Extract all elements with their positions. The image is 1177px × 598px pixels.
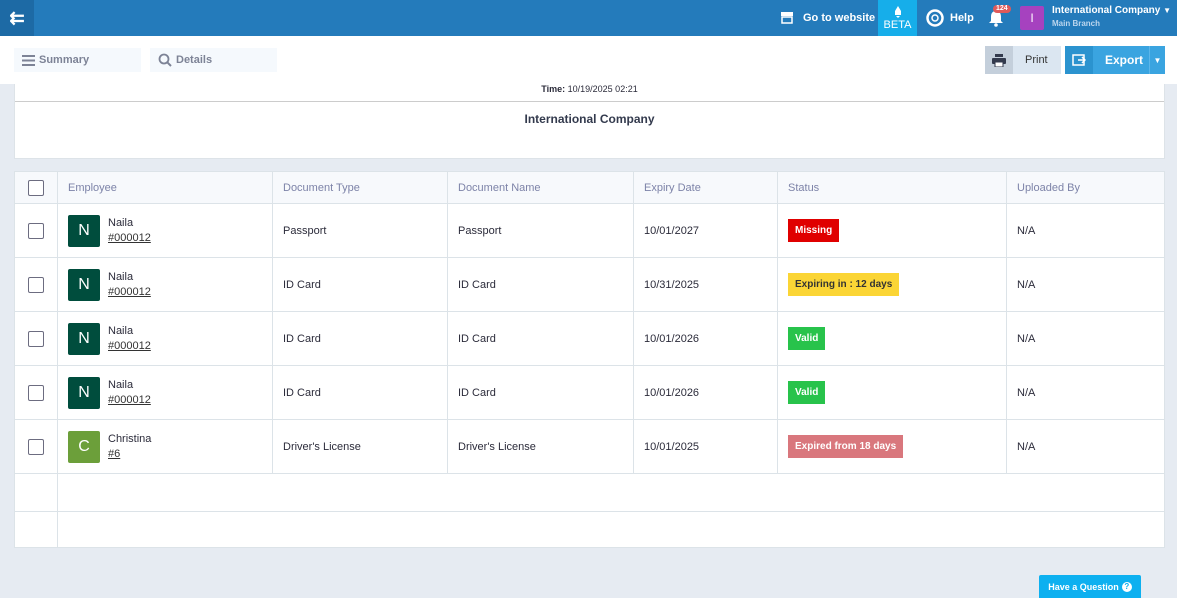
avatar: N [68,214,100,247]
export-dropdown-icon[interactable]: ▼ [1149,46,1165,74]
caret-down-icon: ▼ [1163,6,1172,15]
store-icon [780,12,794,24]
document-name: Driver's License [447,419,634,474]
document-type: ID Card [272,365,448,420]
employee-code-link[interactable]: #000012 [108,286,151,298]
document-name: ID Card [447,365,634,420]
row-checkbox[interactable] [28,276,44,293]
search-icon [158,53,172,67]
company-avatar[interactable]: I [1020,6,1044,30]
company-switcher[interactable]: International Company ▼ [1052,5,1172,16]
help-link[interactable]: Help [926,0,974,36]
col-status[interactable]: Status [777,171,1007,204]
col-expiry-date[interactable]: Expiry Date [633,171,778,204]
branch-name: Main Branch [1052,19,1101,28]
expiry-date: 10/01/2026 [633,311,778,366]
employee-code-link[interactable]: #000012 [108,340,151,352]
printer-icon [985,46,1013,74]
toolbar: Summary Details Print Export ▼ [0,36,1177,84]
status-badge: Expiring in : 12 days [788,273,900,296]
document-type: ID Card [272,257,448,312]
list-icon [22,54,35,66]
row-checkbox[interactable] [28,222,44,239]
employee-name: Naila [108,271,134,283]
uploaded-by: N/A [1006,311,1165,366]
avatar: N [68,268,100,301]
rocket-icon [894,5,902,18]
report-company: International Company [524,112,655,126]
export-icon [1065,46,1093,74]
document-name: ID Card [447,311,634,366]
bell-icon[interactable] [988,0,1004,36]
col-uploaded-by[interactable]: Uploaded By [1006,171,1165,204]
employee-code-link[interactable]: #000012 [108,394,151,406]
avatar: C [68,430,100,463]
employee-name: Christina [108,433,152,445]
lifebuoy-icon [926,9,944,27]
top-bar: ⇇ Go to website BETA Help 124 I Internat… [0,0,1177,36]
uploaded-by: N/A [1006,203,1165,258]
expiry-date: 10/01/2027 [633,203,778,258]
row-checkbox[interactable] [28,384,44,401]
employee-code-link[interactable]: #6 [108,448,121,460]
employee-name: Naila [108,325,134,337]
uploaded-by: N/A [1006,365,1165,420]
question-icon: ? [1121,581,1132,592]
empty-row [14,473,1165,512]
notification-badge: 124 [993,5,1011,13]
expiry-date: 10/31/2025 [633,257,778,312]
beta-button[interactable]: BETA [878,0,917,36]
avatar: N [68,376,100,409]
employee-code-link[interactable]: #000012 [108,232,151,244]
select-all-checkbox[interactable] [28,179,44,196]
uploaded-by: N/A [1006,419,1165,474]
table-row: N Naila #000012 ID Card ID Card 10/01/2026… [14,365,1165,420]
table-row: N Naila #000012 Passport Passport 10/01/20… [14,203,1165,258]
document-type: ID Card [272,311,448,366]
avatar: N [68,322,100,355]
documents-table: Employee Document Type Document Name Exp… [14,171,1165,548]
print-button[interactable]: Print [985,46,1061,74]
tab-summary[interactable]: Summary [14,48,141,72]
document-type: Passport [272,203,448,258]
table-row: N Naila #000012 ID Card ID Card 10/31/2025… [14,257,1165,312]
status-badge: Valid [788,327,826,350]
status-badge: Missing [788,219,840,242]
empty-row [14,511,1165,548]
report-header: Time: 10/19/2025 02:21 International Com… [14,84,1165,159]
status-badge: Valid [788,381,826,404]
expiry-date: 10/01/2025 [633,419,778,474]
employee-name: Naila [108,217,134,229]
col-document-type[interactable]: Document Type [272,171,448,204]
col-employee[interactable]: Employee [57,171,273,204]
expiry-date: 10/01/2026 [633,365,778,420]
go-to-website-link[interactable]: Go to website [780,0,875,36]
document-type: Driver's License [272,419,448,474]
document-name: Passport [447,203,634,258]
tab-details[interactable]: Details [150,48,277,72]
status-badge: Expired from 18 days [788,435,904,458]
row-checkbox[interactable] [28,330,44,347]
table-header: Employee Document Type Document Name Exp… [14,171,1165,204]
col-document-name[interactable]: Document Name [447,171,634,204]
back-menu-icon[interactable]: ⇇ [0,0,34,36]
row-checkbox[interactable] [28,438,44,455]
document-name: ID Card [447,257,634,312]
report-time: Time: 10/19/2025 02:21 [15,84,1164,102]
employee-name: Naila [108,379,134,391]
table-row: N Naila #000012 ID Card ID Card 10/01/2026… [14,311,1165,366]
uploaded-by: N/A [1006,257,1165,312]
have-a-question-button[interactable]: Have a Question? [1039,575,1141,598]
table-row: C Christina #6 Driver's License Driver's L… [14,419,1165,474]
export-button[interactable]: Export ▼ [1065,46,1165,74]
